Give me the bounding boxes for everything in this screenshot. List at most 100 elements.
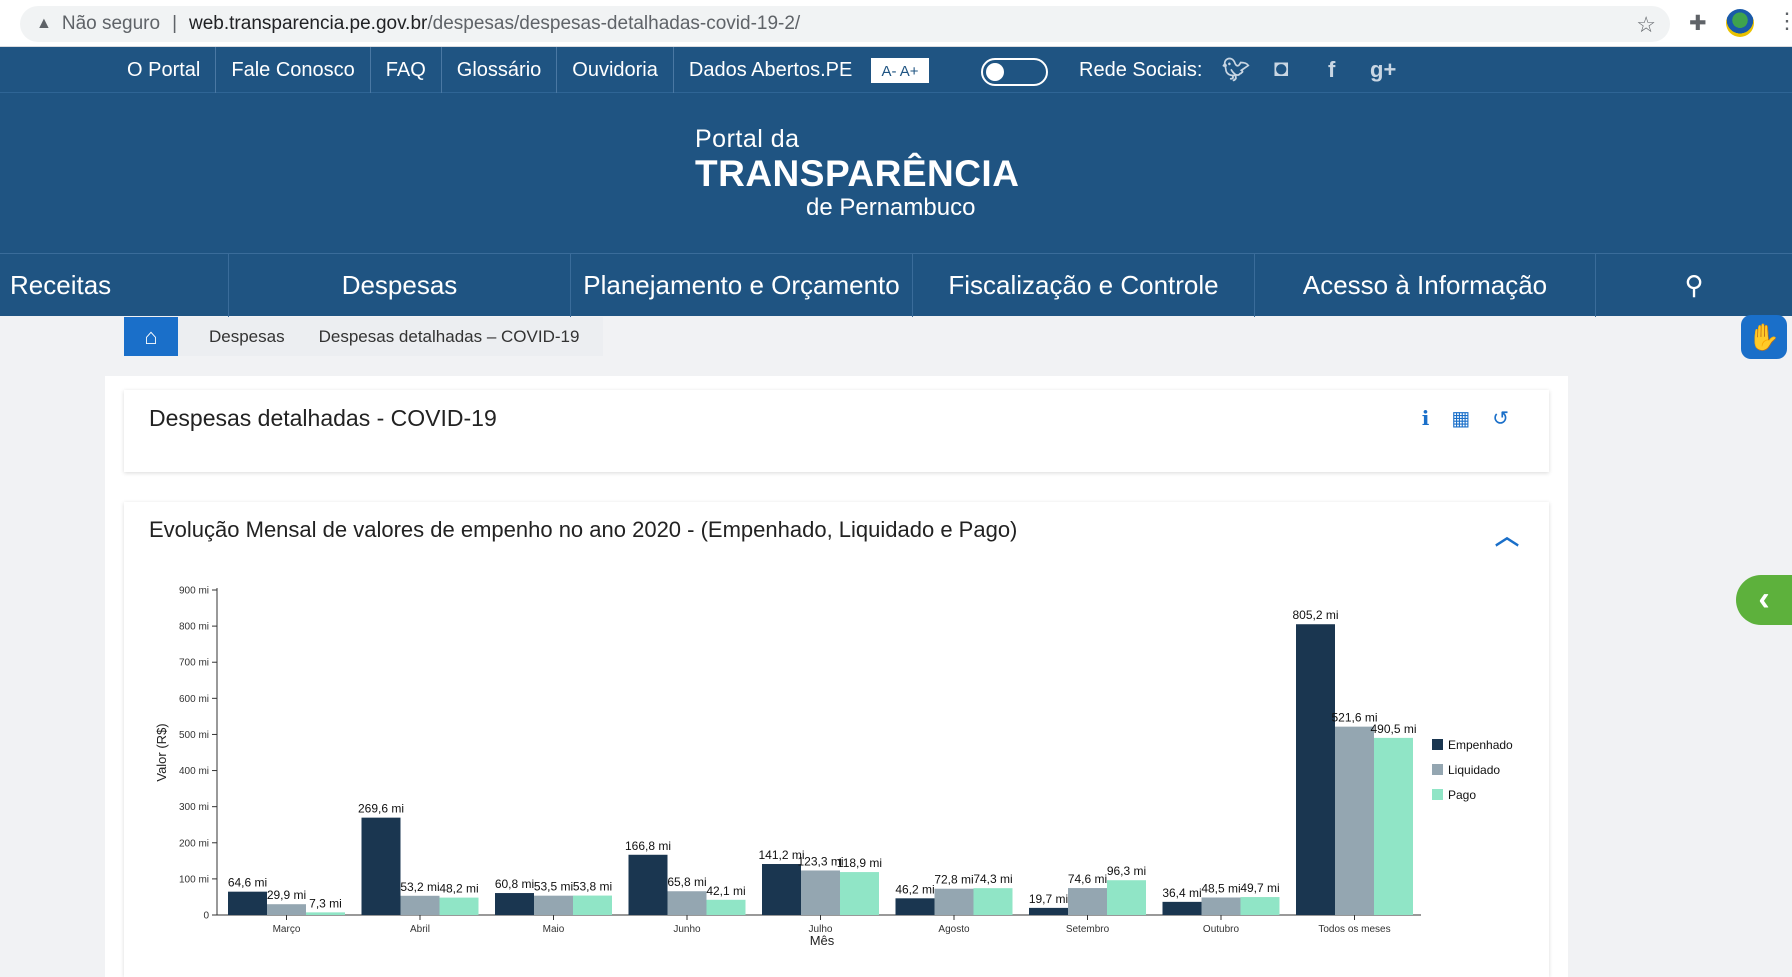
data-label: 36,4 mi bbox=[1162, 886, 1201, 900]
y-tick-label: 800 mi bbox=[179, 622, 209, 633]
legend-swatch bbox=[1432, 764, 1443, 775]
bar-liquidado bbox=[1068, 888, 1107, 915]
site-logo[interactable]: Portal da TRANSPARÊNCIA de Pernambuco bbox=[695, 125, 1019, 222]
data-label: 141,2 mi bbox=[758, 848, 804, 862]
legend-label: Liquidado bbox=[1448, 763, 1500, 777]
y-tick-label: 200 mi bbox=[179, 838, 209, 849]
data-label: 49,7 mi bbox=[1240, 881, 1279, 895]
x-tick-label: Todos os meses bbox=[1318, 924, 1390, 935]
bar-liquidado bbox=[934, 888, 974, 915]
breadcrumb-despesas[interactable]: Despesas bbox=[178, 317, 305, 356]
bar-liquidado bbox=[534, 895, 573, 915]
nav-fiscalizacao[interactable]: Fiscalização e Controle bbox=[913, 254, 1255, 317]
table-icon[interactable]: ▦ bbox=[1451, 408, 1471, 430]
toggle-knob bbox=[986, 63, 1004, 81]
legend-swatch bbox=[1432, 739, 1443, 750]
bar-pago bbox=[706, 899, 746, 915]
google-plus-icon[interactable]: g+ bbox=[1370, 57, 1397, 82]
data-label: 805,2 mi bbox=[1292, 608, 1338, 622]
x-tick-label: Setembro bbox=[1066, 924, 1110, 935]
page-title: Despesas detalhadas - COVID-19 bbox=[149, 405, 497, 431]
data-label: 269,6 mi bbox=[358, 802, 404, 816]
side-panel-toggle-icon[interactable]: ‹ bbox=[1736, 575, 1792, 625]
data-label: 65,8 mi bbox=[667, 875, 706, 889]
search-icon[interactable]: ⚲ bbox=[1684, 270, 1704, 300]
main-navigation: Receitas Despesas Planejamento e Orçamen… bbox=[0, 253, 1792, 317]
sign-language-icon[interactable]: ✋ bbox=[1741, 315, 1787, 359]
y-tick-label: 0 bbox=[203, 911, 209, 922]
bar-pago bbox=[973, 888, 1013, 915]
reset-icon[interactable]: ↺ bbox=[1492, 408, 1509, 430]
contrast-toggle[interactable] bbox=[981, 58, 1048, 86]
x-tick-label: Maio bbox=[543, 924, 565, 935]
bar-liquidado bbox=[400, 895, 440, 915]
info-icon[interactable]: i bbox=[1421, 406, 1430, 430]
bar-empenhado bbox=[228, 891, 267, 915]
twitter-icon[interactable]: 🐦︎ bbox=[1222, 57, 1250, 82]
breadcrumb-current: Despesas detalhadas – COVID-19 bbox=[304, 317, 604, 356]
bookmark-star-icon[interactable]: ☆ bbox=[1636, 12, 1656, 37]
home-icon[interactable]: ⌂ bbox=[124, 317, 193, 356]
link-dados-abertos[interactable]: Dados Abertos.PE bbox=[688, 59, 853, 81]
link-faq[interactable]: FAQ bbox=[371, 47, 442, 93]
x-tick-label: Outubro bbox=[1203, 924, 1240, 935]
bar-empenhado bbox=[1162, 901, 1202, 915]
collapse-chevron-up-icon[interactable]: ︿ bbox=[1495, 523, 1519, 550]
data-label: 74,3 mi bbox=[973, 872, 1012, 886]
y-tick-label: 500 mi bbox=[179, 730, 209, 741]
bar-pago bbox=[1374, 737, 1413, 915]
y-tick-label: 400 mi bbox=[179, 766, 209, 777]
warning-icon: ▲ bbox=[36, 15, 52, 32]
link-glossario[interactable]: Glossário bbox=[442, 47, 558, 93]
logo-line-1: Portal da bbox=[695, 125, 800, 153]
bar-empenhado bbox=[762, 864, 801, 915]
y-tick-label: 600 mi bbox=[179, 694, 209, 705]
facebook-icon[interactable]: f bbox=[1328, 57, 1336, 82]
data-label: 521,6 mi bbox=[1331, 711, 1377, 725]
chart-card-title: Evolução Mensal de valores de empenho no… bbox=[149, 517, 1018, 542]
instagram-icon[interactable]: ◘ bbox=[1274, 55, 1289, 82]
data-label: 19,7 mi bbox=[1029, 892, 1068, 906]
nav-planejamento[interactable]: Planejamento e Orçamento bbox=[571, 254, 913, 317]
bar-empenhado bbox=[1029, 907, 1068, 915]
browser-menu-icon[interactable]: ⋮ bbox=[1776, 8, 1792, 33]
link-o-portal[interactable]: O Portal bbox=[112, 47, 217, 93]
y-tick-label: 100 mi bbox=[179, 874, 209, 885]
url-host: web.transparencia.pe.gov.br bbox=[189, 13, 428, 34]
address-bar[interactable]: ▲ Não seguro | web.transparencia.pe.gov.… bbox=[20, 6, 1670, 42]
bar-liquidado bbox=[801, 870, 840, 915]
browser-toolbar: ▲ Não seguro | web.transparencia.pe.gov.… bbox=[0, 0, 1792, 47]
logo-line-2: TRANSPARÊNCIA bbox=[695, 153, 1020, 194]
y-axis-label: Valor (R$) bbox=[154, 723, 169, 781]
bar-empenhado bbox=[361, 817, 401, 915]
data-label: 118,9 mi bbox=[837, 856, 882, 870]
data-label: 53,5 mi bbox=[534, 880, 573, 894]
data-label: 29,9 mi bbox=[267, 888, 306, 902]
x-tick-label: Julho bbox=[809, 924, 833, 935]
data-label: 53,2 mi bbox=[400, 880, 439, 894]
data-label: 46,2 mi bbox=[895, 882, 934, 896]
data-label: 166,8 mi bbox=[625, 839, 671, 853]
nav-receitas[interactable]: Receitas bbox=[0, 254, 229, 317]
page-header-card: Despesas detalhadas - COVID-19 i ▦ ↺ bbox=[124, 390, 1549, 472]
data-label: 96,3 mi bbox=[1107, 864, 1146, 878]
bar-pago bbox=[1107, 880, 1146, 915]
link-fale-conosco[interactable]: Fale Conosco bbox=[216, 47, 371, 93]
bar-empenhado bbox=[895, 898, 935, 915]
bar-pago bbox=[1240, 897, 1280, 915]
bar-pago bbox=[439, 897, 479, 915]
bar-empenhado bbox=[1296, 624, 1335, 915]
x-axis-label: Mês bbox=[810, 933, 835, 948]
url-path: /despesas/despesas-detalhadas-covid-19-2… bbox=[427, 13, 801, 34]
nav-despesas[interactable]: Despesas bbox=[229, 254, 571, 317]
data-label: 64,6 mi bbox=[228, 876, 267, 890]
extensions-puzzle-icon[interactable]: ✚ bbox=[1689, 12, 1707, 35]
extension-avatar-icon[interactable] bbox=[1726, 9, 1754, 37]
utility-bar: O Portal Fale Conosco FAQ Glossário Ouvi… bbox=[0, 47, 1792, 93]
link-ouvidoria[interactable]: Ouvidoria bbox=[557, 47, 674, 93]
font-size-control[interactable]: A- A+ bbox=[871, 58, 929, 83]
bar-pago bbox=[573, 895, 612, 915]
security-label: Não seguro bbox=[61, 13, 161, 34]
bar-empenhado bbox=[495, 893, 534, 915]
nav-acesso-informacao[interactable]: Acesso à Informação bbox=[1255, 254, 1596, 317]
